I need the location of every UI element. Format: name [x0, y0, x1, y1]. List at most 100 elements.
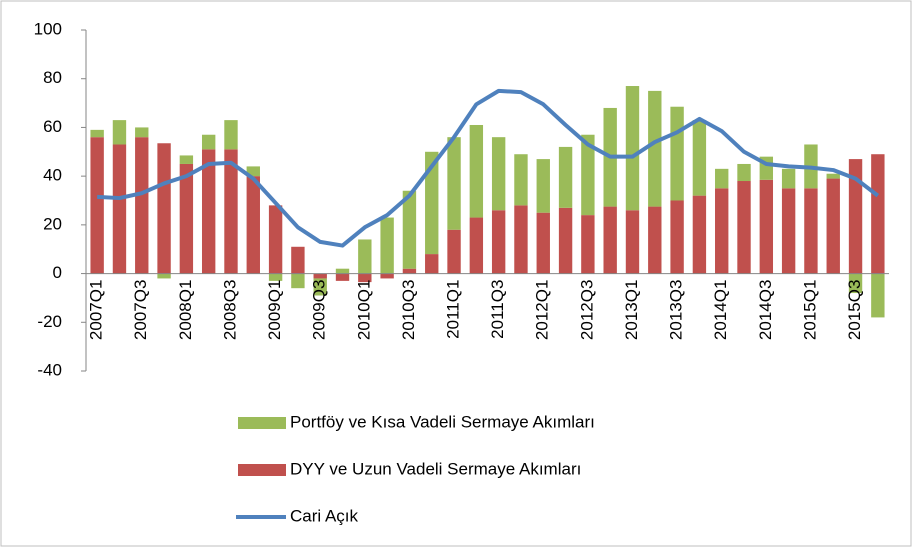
x-tick-label: 2011Q3	[488, 280, 507, 339]
bar	[224, 120, 238, 150]
line	[97, 88, 880, 248]
bar	[848, 273, 863, 294]
y-tick-label: -20	[37, 312, 62, 331]
bar	[201, 149, 216, 274]
x-tick-label: 2008Q3	[220, 280, 239, 341]
bar	[536, 159, 550, 213]
bar	[224, 149, 238, 274]
bar	[737, 163, 751, 182]
bar	[112, 144, 127, 274]
bar	[826, 178, 840, 274]
bar	[670, 106, 684, 201]
bar	[157, 143, 171, 274]
bar	[179, 155, 194, 164]
bar	[358, 239, 372, 274]
bar	[871, 154, 885, 274]
bar	[715, 168, 729, 189]
y-tick-label: -40	[37, 360, 62, 379]
x-tick-label: 2015Q3	[845, 280, 864, 341]
bar	[558, 146, 573, 208]
x-tick-label: 2011Q1	[444, 280, 463, 339]
x-tick-label: 2009Q1	[265, 280, 284, 341]
y-tick-label: 80	[43, 68, 62, 87]
bar	[871, 273, 885, 318]
bar	[358, 273, 372, 283]
bar	[313, 278, 327, 296]
x-tick-label: 2014Q1	[711, 280, 730, 341]
x-tick-label: 2014Q3	[756, 280, 775, 341]
x-tick-label: 2015Q1	[800, 280, 819, 341]
bar	[625, 210, 640, 274]
bar	[179, 163, 194, 274]
bar	[291, 273, 305, 289]
bar	[514, 154, 528, 206]
bar	[581, 134, 595, 216]
bar	[335, 268, 350, 274]
bar	[246, 166, 260, 177]
bar	[157, 273, 171, 279]
bar	[291, 246, 305, 274]
bar	[268, 273, 283, 281]
bar	[447, 229, 461, 274]
legend-swatch	[238, 417, 286, 429]
bar	[313, 273, 327, 279]
bar	[759, 179, 774, 274]
bar	[201, 134, 216, 150]
x-tick-label: 2010Q1	[354, 280, 373, 341]
bar	[737, 181, 751, 274]
bar	[380, 273, 394, 279]
x-tick-label: 2013Q3	[667, 280, 686, 341]
x-tick-label: 2010Q3	[399, 280, 418, 341]
bar	[112, 120, 127, 145]
bar	[581, 215, 595, 274]
bar	[425, 254, 439, 274]
bar	[90, 129, 104, 138]
bar	[781, 168, 796, 189]
bar	[491, 210, 506, 274]
bar	[848, 159, 863, 274]
y-tick-label: 60	[43, 117, 62, 136]
bar	[469, 217, 484, 274]
legend-label: DYY ve Uzun Vadeli Sermaye Akımları	[290, 459, 581, 478]
y-tick-label: 100	[34, 19, 62, 38]
bar	[447, 137, 461, 230]
bar	[670, 200, 684, 274]
bar	[536, 212, 550, 274]
x-tick-label: 2008Q1	[176, 280, 195, 341]
legend-label: Portföy ve Kısa Vadeli Sermaye Akımları	[290, 412, 595, 431]
bar	[246, 176, 260, 274]
bar	[425, 151, 439, 255]
y-tick-label: 40	[43, 166, 62, 185]
bar	[135, 127, 149, 138]
bar	[648, 206, 662, 274]
x-tick-label: 2007Q3	[131, 280, 150, 341]
y-tick-label: 0	[53, 263, 62, 282]
bar	[692, 195, 707, 274]
bar	[826, 173, 840, 179]
bar	[648, 90, 662, 207]
x-tick-label: 2007Q1	[87, 280, 106, 341]
bar	[781, 188, 796, 274]
bar	[558, 207, 573, 274]
bar	[402, 190, 417, 269]
bar	[491, 137, 506, 211]
bar	[469, 124, 484, 218]
x-tick-label: 2013Q1	[622, 280, 641, 341]
bar	[380, 217, 394, 274]
bar	[268, 205, 283, 274]
bar	[804, 188, 818, 274]
bar	[514, 205, 528, 274]
x-tick-label: 2009Q3	[310, 280, 329, 341]
bar	[135, 137, 149, 274]
legend-swatch	[238, 464, 286, 476]
bar	[625, 86, 640, 211]
bar	[692, 120, 707, 196]
bar	[715, 188, 729, 274]
bar	[402, 268, 417, 274]
y-tick-label: 20	[43, 214, 62, 233]
bar	[603, 206, 617, 274]
x-tick-label: 2012Q1	[533, 280, 552, 341]
legend-label: Cari Açık	[290, 506, 359, 525]
x-tick-label: 2012Q3	[577, 280, 596, 341]
bar	[335, 273, 350, 281]
